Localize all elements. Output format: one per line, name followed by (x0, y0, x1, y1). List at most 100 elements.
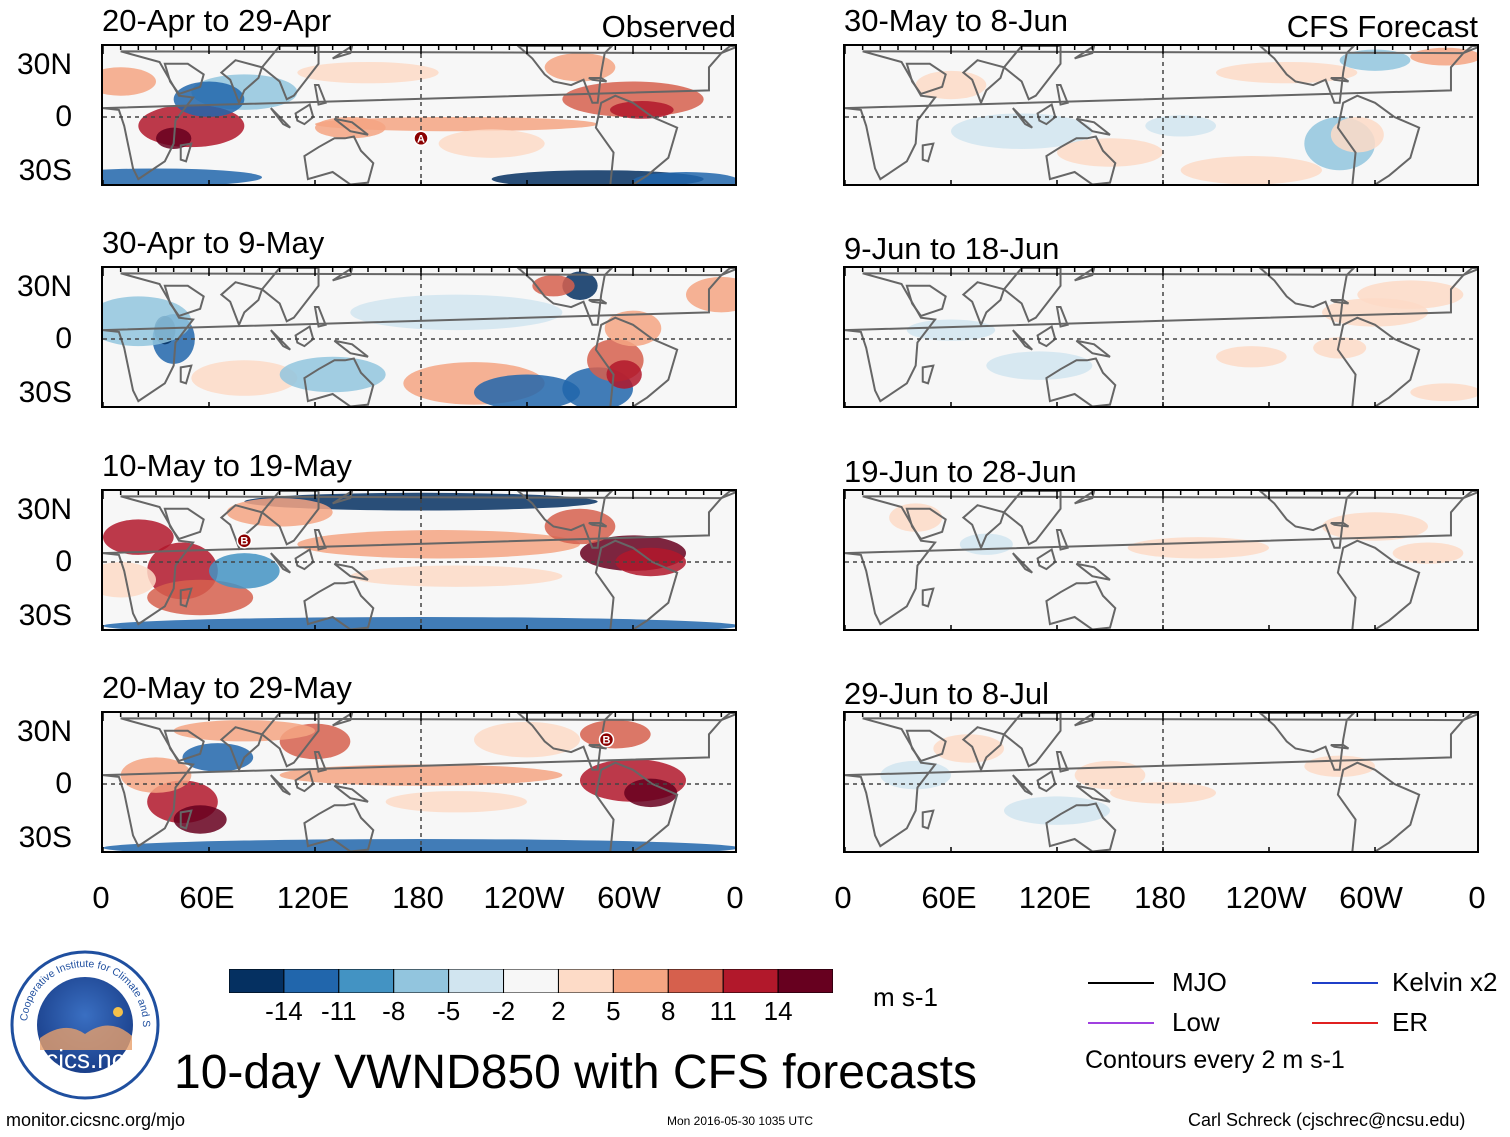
observed-panel-title: 20-May to 29-May (102, 670, 352, 705)
coastline (219, 281, 264, 328)
coastline (163, 284, 205, 318)
coastline (1336, 539, 1421, 629)
coastline (1336, 316, 1421, 406)
coastline (1075, 784, 1111, 803)
wind-anomaly-region (1110, 782, 1216, 804)
coastline (294, 103, 315, 126)
coastline (921, 142, 935, 163)
coastline (905, 729, 947, 763)
legend-er-line (1312, 1022, 1378, 1024)
coastline (1258, 268, 1356, 326)
map-canvas (845, 491, 1477, 629)
coastline (1075, 117, 1111, 136)
wind-anomaly-region (1004, 796, 1110, 825)
x-label: 180 (1134, 880, 1186, 915)
observed-panel-title: 30-Apr to 9-May (102, 225, 325, 260)
coastline (1045, 357, 1117, 406)
legend-mjo-label: MJO (1172, 967, 1227, 997)
x-label: 60E (179, 880, 235, 915)
colorbar-tick-label: -5 (437, 996, 461, 1026)
footer-url[interactable]: monitor.cicsnc.org/mjo (6, 1110, 186, 1130)
wind-anomaly-region (606, 360, 642, 389)
colorbar-swatch (777, 968, 834, 994)
wind-anomaly-region (633, 172, 735, 184)
y-label-30s: 30S (18, 599, 72, 632)
wind-anomaly-region (474, 374, 580, 406)
coastline (1330, 521, 1350, 528)
coastline (270, 107, 291, 129)
map-canvas: B (103, 713, 735, 851)
coastline (1002, 46, 1062, 101)
x-label: 60E (921, 880, 977, 915)
coastline (720, 268, 735, 277)
coastline (921, 809, 935, 830)
legend-er-label: ER (1392, 1007, 1429, 1037)
coastline (1330, 743, 1350, 750)
coastline (1336, 761, 1421, 851)
y-label-30n: 30N (16, 493, 72, 526)
coastline (303, 802, 375, 851)
wind-anomaly-region (297, 61, 439, 84)
coastline (1258, 491, 1356, 549)
x-label: 120E (276, 880, 350, 915)
coastline (1258, 713, 1356, 771)
storm-marker-label: A (417, 133, 425, 145)
wind-anomaly-region (103, 519, 174, 555)
wind-anomaly-region (1145, 115, 1216, 137)
colorbar-swatch (612, 968, 669, 994)
wind-anomaly-region (1313, 337, 1367, 359)
wind-anomaly-region (279, 764, 563, 786)
observed-panel-title: 20-Apr to 29-Apr (102, 3, 332, 38)
x-label: 0 (1468, 880, 1486, 915)
map-canvas (845, 46, 1477, 184)
wind-anomaly-region (562, 271, 598, 300)
coastline (333, 784, 369, 803)
coastline (516, 491, 614, 549)
coastline (1075, 562, 1111, 581)
coastline (270, 329, 291, 351)
coastline (332, 713, 354, 727)
coastline (961, 726, 1006, 773)
coastline (1462, 46, 1477, 55)
wind-anomaly-region (1357, 280, 1464, 309)
wind-anomaly-region (103, 296, 192, 347)
coastline (961, 504, 1006, 551)
wind-anomaly-region (544, 53, 616, 82)
colorbar-swatch (448, 968, 505, 994)
observed-panel-title: 10-May to 19-May (102, 448, 352, 483)
wind-anomaly-region (1057, 138, 1163, 167)
y-label-30s: 30S (18, 821, 72, 854)
wind-anomaly-region (1216, 61, 1358, 84)
x-label: 120W (483, 880, 565, 915)
colorbar-swatch (503, 968, 559, 994)
map-canvas (103, 268, 735, 406)
wind-anomaly-region (1330, 117, 1384, 153)
coastline (270, 552, 291, 574)
main-title: 10-day VWND850 with CFS forecasts (174, 1046, 977, 1099)
coastline (961, 281, 1006, 328)
map-panel-observed (101, 266, 737, 408)
colorbar-tick-label: -2 (491, 996, 516, 1026)
y-label-eq: 0 (55, 322, 72, 355)
map-panel-forecast (843, 266, 1479, 408)
coastline (303, 135, 375, 184)
y-label-30s: 30S (18, 154, 72, 187)
coastline (303, 580, 375, 629)
y-label-eq: 0 (55, 100, 72, 133)
coastline (588, 743, 608, 750)
coastline (1336, 94, 1421, 184)
x-label: 120E (1018, 880, 1092, 915)
coastline (588, 76, 608, 83)
coastline (313, 529, 327, 551)
coastline (163, 507, 205, 541)
coastline (260, 713, 320, 768)
wind-anomaly-region (1410, 383, 1477, 402)
coastline (1036, 103, 1057, 126)
wind-anomaly-region (350, 565, 563, 587)
coastline (1074, 46, 1096, 60)
coastline (720, 491, 735, 500)
wind-anomaly-region (103, 617, 735, 629)
coastline (303, 357, 375, 406)
forecast-label: CFS Forecast (1286, 9, 1478, 44)
forecast-panel-title: 19-Jun to 28-Jun (844, 454, 1077, 489)
